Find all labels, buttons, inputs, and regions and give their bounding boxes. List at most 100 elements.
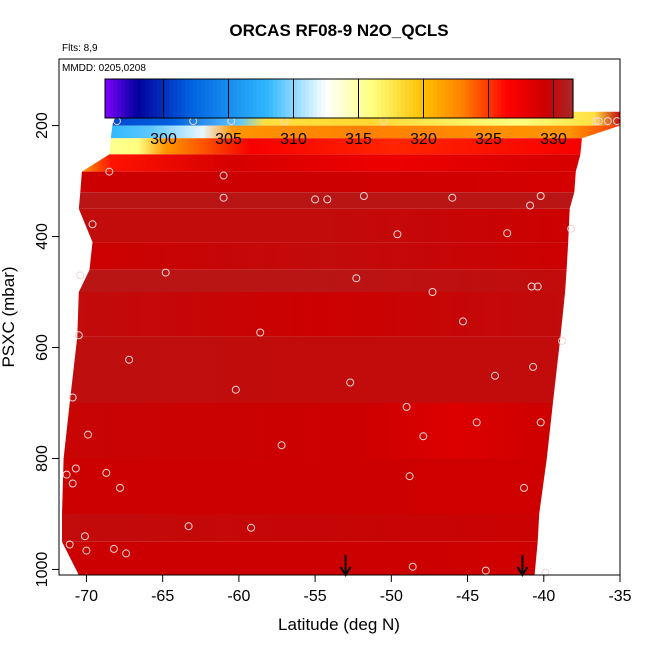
colorbar-cell (541, 79, 546, 118)
colorbar-cell (465, 79, 470, 118)
band-900 (62, 514, 540, 542)
colorbar-cell (149, 79, 154, 118)
colorbar-cell (505, 79, 510, 118)
colorbar-cell (229, 79, 234, 118)
colorbar-tick-label: 315 (345, 131, 372, 148)
sample-point (591, 117, 600, 126)
colorbar-cell (305, 79, 310, 118)
colorbar-cell (241, 79, 246, 118)
colorbar-cell (337, 79, 342, 118)
colorbar-cell (253, 79, 258, 118)
colorbar-cell (209, 79, 214, 118)
colorbar-tick-label: 305 (215, 131, 242, 148)
colorbar-cell (257, 79, 262, 118)
colorbar-cell (105, 79, 110, 118)
colorbar-cell (273, 79, 278, 118)
colorbar-cell (545, 79, 550, 118)
colorbar-cell (529, 79, 534, 118)
sample-point (567, 224, 576, 233)
colorbar-cell (481, 79, 486, 118)
x-tick-label: -45 (456, 588, 479, 605)
x-tick-label: -40 (532, 588, 555, 605)
colorbar-cell (433, 79, 438, 118)
x-tick-label: -50 (380, 588, 403, 605)
colorbar-cell (181, 79, 186, 118)
colorbar-cell (265, 79, 270, 118)
sample-point (359, 192, 368, 200)
dates-note: MMDD: 0205,0208 (62, 63, 146, 74)
colorbar-cell (277, 79, 282, 118)
colorbar-cell (445, 79, 450, 118)
colorbar-cell (353, 79, 358, 118)
colorbar-cell (345, 79, 350, 118)
colorbar-cell (417, 79, 422, 118)
colorbar-cell (113, 79, 118, 118)
colorbar-cell (409, 79, 414, 118)
colorbar-cell (133, 79, 138, 118)
colorbar-cell (301, 79, 306, 118)
colorbar: 300 305 310 315 320 325 330 (104, 78, 574, 148)
x-tick-label: -55 (304, 588, 327, 605)
flights-note: Flts: 8,9 (62, 43, 98, 54)
sample-point (311, 195, 320, 204)
sample-point (231, 385, 240, 394)
sample-point (74, 331, 83, 340)
sample-point (527, 282, 536, 291)
sample-point (472, 418, 481, 427)
sample-point (520, 483, 528, 492)
colorbar-cell (341, 79, 346, 118)
colorbar-cell (509, 79, 514, 118)
sample-point (219, 193, 228, 202)
sample-point (76, 271, 85, 280)
colorbar-cell (233, 79, 238, 118)
colorbar-cell (441, 79, 446, 118)
colorbar-cell (157, 79, 162, 118)
sample-point (105, 167, 114, 176)
band-580 (69, 336, 561, 403)
colorbar-cell (521, 79, 526, 118)
sample-point (491, 371, 499, 380)
colorbar-cell (413, 79, 418, 118)
colorbar-cell (313, 79, 318, 118)
colorbar-cell (385, 79, 390, 118)
colorbar-cell (537, 79, 542, 118)
sample-point (419, 432, 428, 441)
sample-point (65, 540, 74, 549)
y-axis: 200 400 600 800 1000 (34, 112, 59, 587)
colorbar-cell (429, 79, 434, 118)
sample-point (122, 549, 131, 558)
sample-point (184, 522, 193, 531)
sample-point (88, 220, 97, 229)
x-axis-label: Latitude (deg N) (278, 615, 400, 634)
colorbar-cell (425, 79, 430, 118)
sample-point (352, 274, 361, 283)
colorbar-cell (269, 79, 274, 118)
colorbar-cell (477, 79, 482, 118)
band-950 (62, 541, 538, 575)
sample-point (68, 393, 77, 402)
colorbar-cell (137, 79, 142, 118)
sample-point (80, 532, 89, 541)
sample-point (558, 336, 567, 345)
sample-point (68, 479, 77, 488)
colorbar-frame (104, 78, 574, 119)
colorbar-cell (397, 79, 402, 118)
sample-point (405, 472, 414, 481)
colorbar-cell (189, 79, 194, 118)
band-252 (81, 154, 581, 172)
sample-point (62, 470, 71, 479)
sample-point (603, 117, 612, 126)
colorbar-cell (329, 79, 334, 118)
colorbar-cell (389, 79, 394, 118)
colorbar-cell (513, 79, 518, 118)
colorbar-cell (205, 79, 210, 118)
colorbar-cell (325, 79, 330, 118)
y-axis-label: PSXC (mbar) (0, 266, 18, 367)
colorbar-cell (565, 79, 570, 118)
colorbar-cell (217, 79, 222, 118)
sample-point (529, 362, 538, 371)
band-800 (62, 458, 547, 514)
band-223 (109, 138, 582, 155)
colorbar-cell (553, 79, 558, 118)
sample-point (402, 402, 411, 411)
